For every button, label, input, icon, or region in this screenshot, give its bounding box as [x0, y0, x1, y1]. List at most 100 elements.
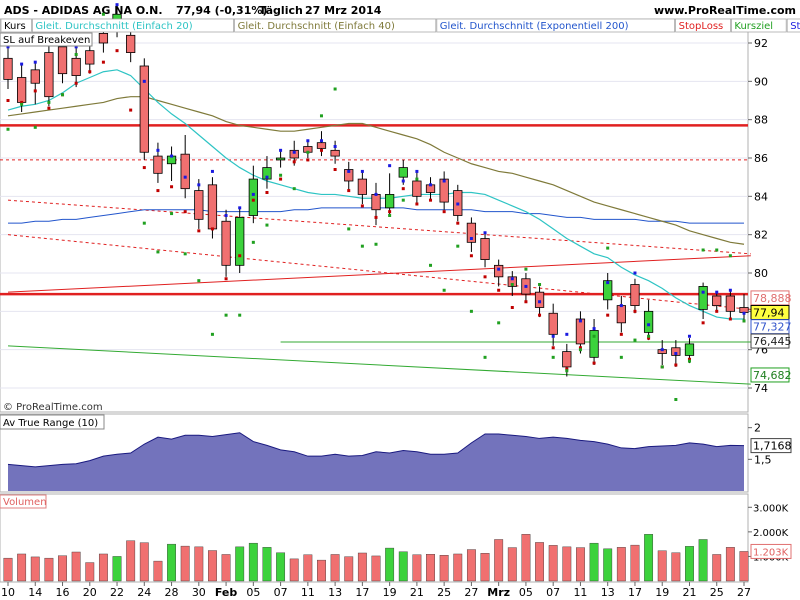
- volume-bar: [248, 542, 258, 582]
- kursziel-marker: [429, 263, 433, 267]
- stoploss-marker: [674, 363, 678, 367]
- volume-bar: [576, 547, 585, 582]
- volume-bar: [44, 557, 54, 582]
- volume-bar: [71, 551, 81, 582]
- candle-body: [289, 149, 299, 159]
- stoploss-marker: [401, 187, 405, 191]
- stopbuy-marker: [701, 290, 705, 294]
- stoploss-marker: [442, 210, 446, 214]
- volume-bar: [208, 550, 217, 582]
- candle-body: [534, 291, 545, 308]
- candle-body: [153, 155, 163, 174]
- stopbuy-marker: [265, 175, 269, 179]
- x-axis: 10 14 16 20 22 24 28 30 Feb 05 07 11 13 17 19 21 25 27 Mrz…: [1, 582, 751, 599]
- candle-body: [85, 50, 95, 65]
- price-tick-label: 90: [754, 75, 768, 88]
- stopbuy-marker: [524, 284, 528, 288]
- stopbuy-marker: [20, 62, 24, 66]
- kursziel-marker: [292, 187, 296, 191]
- x-tick-label: 24: [137, 586, 151, 599]
- legend-box: [731, 18, 787, 33]
- kursziel-marker: [742, 319, 746, 323]
- candle-body: [684, 343, 695, 356]
- site-label[interactable]: www.ProRealTime.com: [654, 4, 796, 17]
- candle-body: [616, 305, 626, 324]
- kursziel-marker: [156, 250, 160, 254]
- stoploss-marker: [551, 346, 555, 350]
- x-tick-label: 11: [573, 586, 587, 599]
- stoploss-marker: [565, 367, 569, 371]
- stoploss-marker: [265, 191, 269, 194]
- volume-bar: [194, 546, 204, 582]
- stopbuy-marker: [251, 192, 255, 196]
- volume-plot: [3, 534, 749, 582]
- volume-bar: [439, 555, 449, 582]
- candle-body: [412, 180, 422, 197]
- volume-bar: [180, 545, 190, 582]
- legend-item-5: Kursziel: [734, 21, 773, 32]
- kursziel-marker: [388, 214, 392, 217]
- sl-label: SL auf Breakeven: [3, 35, 90, 46]
- kursziel-marker: [538, 283, 542, 286]
- stopbuy-marker: [728, 288, 732, 292]
- volume-bar: [671, 552, 681, 582]
- kursziel-marker: [524, 267, 528, 271]
- atr-tick-label: 1,5: [754, 453, 772, 466]
- price-tick-label: 92: [754, 37, 768, 50]
- kursziel-marker: [238, 313, 242, 317]
- stopbuy-marker: [319, 139, 323, 143]
- x-tick-label: 05: [246, 586, 260, 599]
- stopbuy-marker: [592, 327, 596, 331]
- stopbuy-marker: [619, 304, 623, 308]
- candle-body: [480, 238, 490, 260]
- kursziel-marker: [170, 212, 174, 216]
- stopbuy-marker: [538, 300, 542, 304]
- candle-body: [739, 307, 749, 313]
- volume-value-box: [750, 543, 792, 559]
- x-tick-label: 16: [56, 586, 70, 599]
- stopbuy-marker: [469, 237, 473, 240]
- stopbuy-marker: [578, 319, 582, 323]
- stopbuy-marker: [156, 148, 160, 152]
- stopbuy-marker: [306, 139, 310, 143]
- candle-body: [71, 57, 81, 76]
- stoploss-marker: [20, 100, 24, 104]
- legend-box: [436, 18, 675, 33]
- volume-bar: [357, 552, 367, 582]
- volume-bar: [344, 556, 354, 582]
- stoploss-marker: [251, 198, 255, 202]
- stoploss-marker: [319, 148, 323, 152]
- volume-bar: [630, 544, 640, 582]
- candle-body: [57, 46, 68, 75]
- kursziel-marker: [456, 244, 460, 248]
- trendline-red-dashed-lower: [7, 234, 751, 310]
- price-markers: [6, 3, 746, 401]
- candle-body: [562, 351, 572, 368]
- atr-value-box: [750, 438, 792, 454]
- x-tick-label: Feb: [215, 586, 238, 599]
- candle-body: [316, 142, 327, 149]
- legend-item-1: Gleit. Durchschnitt (Einfach 20): [35, 21, 192, 32]
- legend-item-6: StopBuy: [790, 21, 800, 32]
- candle-body: [439, 178, 449, 203]
- volume-bar: [426, 554, 435, 582]
- volume-bar: [276, 552, 286, 582]
- stopbuy-marker: [6, 45, 10, 49]
- sma40-line: [7, 96, 745, 245]
- stopbuy-marker: [415, 169, 419, 173]
- kursziel-marker: [715, 248, 719, 252]
- volume-bar: [385, 547, 395, 582]
- volume-bar: [139, 542, 149, 582]
- kursziel-marker: [510, 283, 514, 286]
- x-tick-label: 13: [601, 586, 615, 599]
- volume-bar: [466, 549, 476, 582]
- stoploss-marker: [33, 89, 37, 93]
- x-tick-label: 17: [355, 586, 369, 599]
- stopbuy-marker: [429, 183, 433, 187]
- stopbuy-marker: [687, 334, 691, 338]
- legend-box: [786, 18, 800, 33]
- stoploss-marker: [592, 361, 596, 365]
- kursziel-marker: [319, 114, 323, 118]
- legend-item-3: Gleit. Durchschnitt (Exponentiell 200): [440, 21, 629, 32]
- stoploss-marker: [374, 215, 378, 219]
